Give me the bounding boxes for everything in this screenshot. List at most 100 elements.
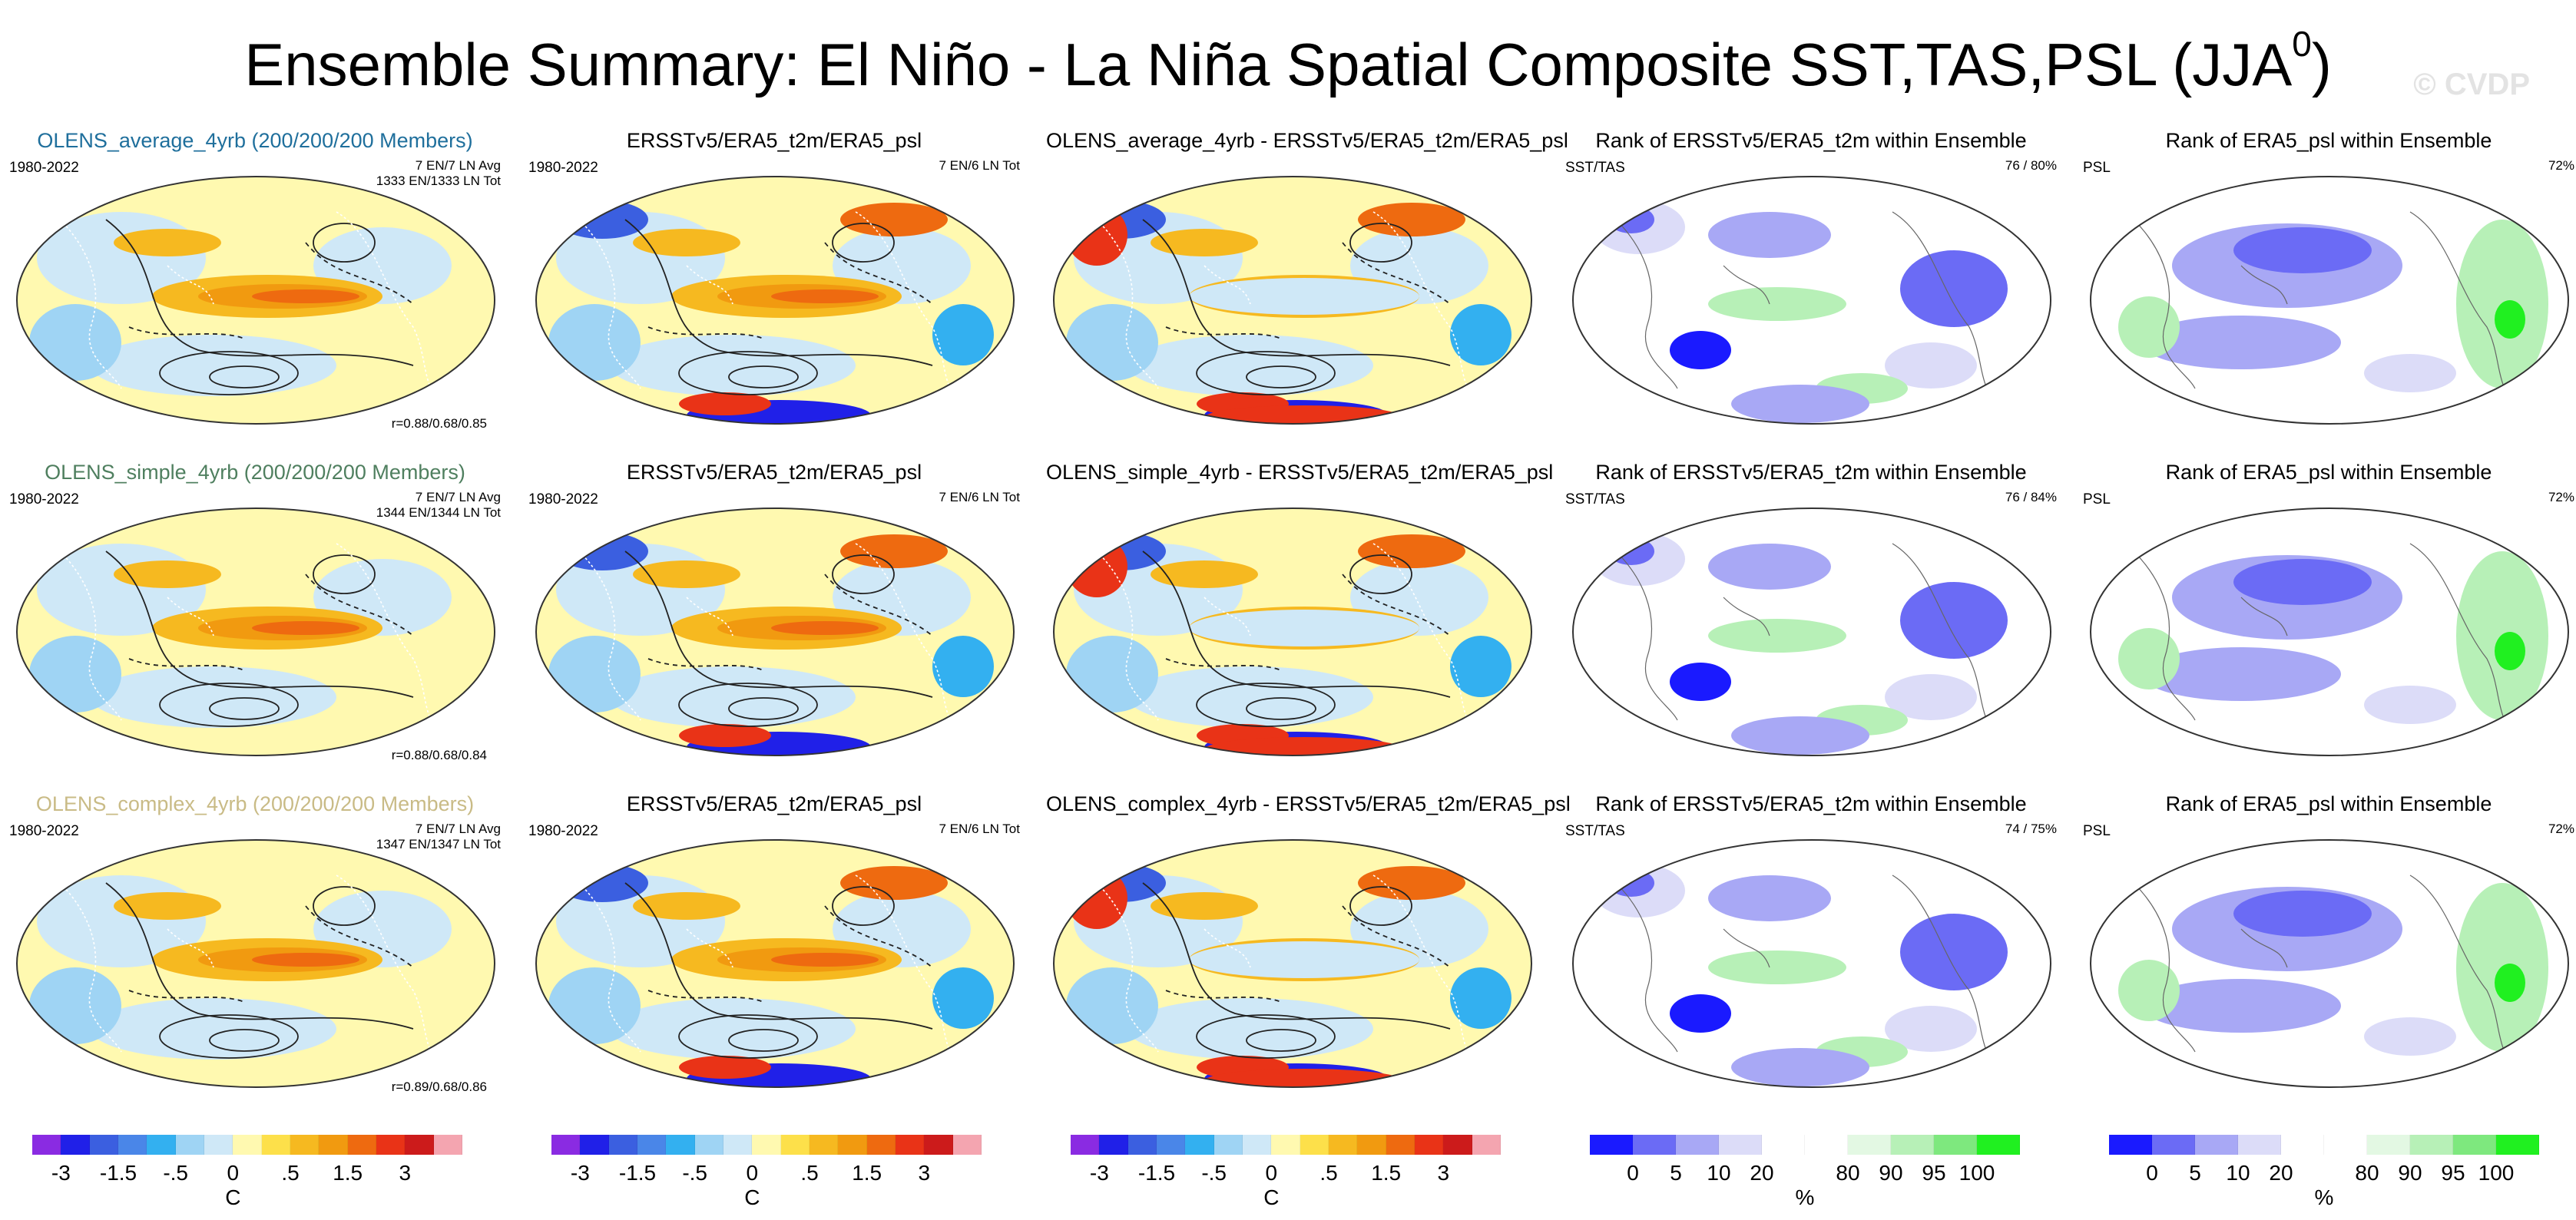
map-plot	[1053, 508, 1532, 756]
colorbar-swatch	[376, 1135, 406, 1155]
colorbar-swatch	[1472, 1135, 1501, 1155]
colorbar-swatch	[1676, 1135, 1719, 1155]
anomaly-cool-region	[91, 998, 336, 1060]
map-outline	[1572, 176, 2051, 425]
anomaly-warm-region	[1066, 868, 1127, 929]
panel-right-label-line: 7 EN/7 LN Avg	[415, 822, 501, 836]
colorbar-swatch	[580, 1135, 609, 1155]
map-outline	[535, 176, 1015, 425]
anomaly-warm-region	[1358, 203, 1465, 236]
map-panel: ERSSTv5/ERA5_t2m/ERA5_psl 1980-2022 7 EN/6…	[528, 461, 1020, 768]
coastlines	[59, 874, 445, 1068]
psl-contours	[624, 219, 933, 395]
psl-contours	[105, 219, 414, 395]
map-panel: ERSSTv5/ERA5_t2m/ERA5_psl 1980-2022 7 EN/6…	[528, 129, 1020, 436]
colorbar-swatch	[2109, 1135, 2152, 1155]
rank-low-region	[1885, 342, 1977, 388]
map-plot	[2090, 176, 2569, 425]
panel-right-label: 7 EN/7 LN Avg 1347 EN/1347 LN Tot	[376, 822, 501, 852]
panel-left-label: PSL	[2083, 160, 2111, 176]
anomaly-cool-region	[932, 636, 994, 697]
rank-low-region	[2364, 354, 2456, 392]
anomaly-cool-region	[1450, 636, 1511, 697]
colorbar-swatch	[1891, 1135, 1934, 1155]
anomaly-warm-region	[771, 289, 879, 303]
anomaly-cool-region	[1189, 941, 1419, 978]
colorbar-tick-label: 95	[1922, 1161, 1946, 1185]
colorbar-tick-label: 10	[2226, 1161, 2250, 1185]
colorbar-swatch	[1977, 1135, 2020, 1155]
colorbar-swatch	[2496, 1135, 2539, 1155]
panel-right-label-line: 7 EN/6 LN Tot	[939, 490, 1020, 504]
map-plot	[2090, 839, 2569, 1088]
anomaly-warm-region	[1066, 536, 1127, 597]
pattern-correlation: r=0.88/0.68/0.85	[391, 416, 487, 431]
panel-title: Rank of ERSSTv5/ERA5_t2m within Ensemble	[1595, 129, 2027, 152]
coastlines	[578, 543, 964, 736]
panel-right-label-line: 72%	[2548, 490, 2574, 504]
colorbar-swatch	[866, 1135, 896, 1155]
colorbar-swatch	[147, 1135, 176, 1155]
colorbar-swatch	[1386, 1135, 1415, 1155]
colorbar-swatch	[2195, 1135, 2238, 1155]
panel-right-label-line: 7 EN/7 LN Avg	[415, 490, 501, 504]
colorbar-tick-label: -1.5	[618, 1161, 657, 1185]
panel-right-label: 7 EN/7 LN Avg 1333 EN/1333 LN Tot	[376, 158, 501, 189]
panel-title: Rank of ERA5_psl within Ensemble	[2165, 792, 2492, 815]
map-field	[1054, 508, 1531, 755]
colorbar-tick-label: 3	[1437, 1161, 1450, 1185]
colorbar-tick-label: 80	[1836, 1161, 1860, 1185]
anomaly-cool-region	[610, 335, 856, 396]
colorbar-tick-label: 5	[1670, 1161, 1682, 1185]
colorbar-tick-label: 1.5	[852, 1161, 882, 1185]
anomaly-warm-region	[1204, 405, 1404, 424]
anomaly-warm-region	[1204, 737, 1404, 755]
colorbar-tick-label: -.5	[1201, 1161, 1227, 1185]
colorbar-tick-label: 0	[1627, 1161, 1639, 1185]
colorbar-tick-label: 90	[2398, 1161, 2422, 1185]
colorbar-swatch	[1185, 1135, 1214, 1155]
colorbar-tick-label: 3	[918, 1161, 931, 1185]
rank-low-region	[1708, 212, 1831, 258]
colorbar-swatch	[2367, 1135, 2410, 1155]
map-plot	[1572, 508, 2051, 756]
map-plot	[16, 839, 495, 1088]
colorbar-swatch	[780, 1135, 810, 1155]
panel-title: OLENS_complex_4yrb (200/200/200 Members)	[35, 792, 475, 815]
anomaly-cool-region	[29, 304, 121, 381]
rank-field	[2091, 177, 2568, 424]
panel-right-label-line: 1347 EN/1347 LN Tot	[376, 837, 501, 851]
colorbar-swatch	[1934, 1135, 1977, 1155]
colorbar-swatch	[838, 1135, 867, 1155]
pattern-correlation: r=0.89/0.68/0.86	[391, 1079, 487, 1094]
coastlines	[59, 211, 445, 405]
map-plot	[1572, 839, 2051, 1088]
map-plot	[1053, 839, 1532, 1088]
colorbar-swatch	[61, 1135, 90, 1155]
map-outline	[535, 508, 1015, 756]
rank-high-region	[2118, 296, 2180, 358]
rank-high-region	[1708, 619, 1846, 653]
colorbar-swatch	[694, 1135, 723, 1155]
psl-contours	[624, 882, 933, 1059]
rank-low-region	[1708, 544, 1831, 590]
coastlines	[2133, 543, 2518, 736]
map-panel: OLENS_simple_4yrb (200/200/200 Members) 1…	[9, 461, 501, 768]
anomaly-cool-region	[1189, 278, 1419, 315]
anomaly-warm-region	[840, 534, 948, 568]
map-field	[17, 508, 495, 755]
colorbar-swatch	[175, 1135, 204, 1155]
colorbar-unit: %	[1795, 1185, 1815, 1209]
rank-low-region	[2141, 316, 2341, 369]
colorbar-tick-label: 1.5	[333, 1161, 363, 1185]
rank-low-region	[2364, 1017, 2456, 1056]
watermark: © CVDP	[2413, 68, 2530, 101]
map-panel: OLENS_complex_4yrb - ERSSTv5/ERA5_t2m/ER…	[1046, 792, 1571, 1099]
colorbar-tick-label: -3	[51, 1161, 71, 1185]
panel-left-label: 1980-2022	[528, 160, 598, 176]
colorbar-tick-label: -1.5	[1137, 1161, 1176, 1185]
colorbar-swatch	[924, 1135, 953, 1155]
rank-high-region	[2495, 300, 2525, 339]
colorbar-swatches	[551, 1135, 982, 1155]
rank-low-region	[1731, 1048, 1869, 1086]
